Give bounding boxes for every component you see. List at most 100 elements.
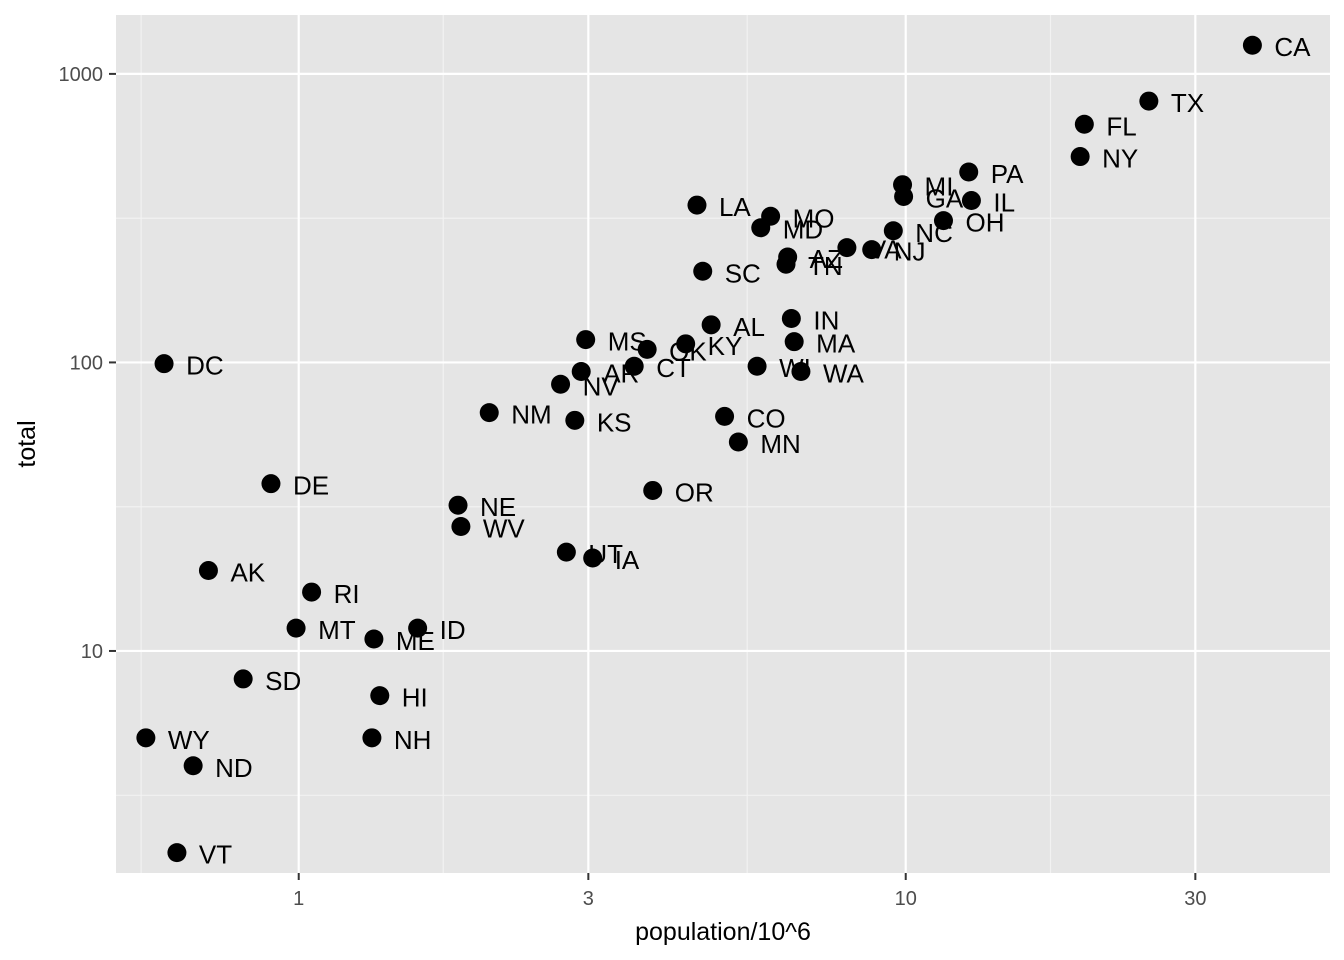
- point-label: IL: [993, 188, 1015, 218]
- x-axis-title: population/10^6: [635, 918, 811, 946]
- point-label: TN: [808, 251, 843, 281]
- point-label: WA: [823, 359, 865, 389]
- point-label: SD: [265, 666, 301, 696]
- point-label: WV: [483, 513, 526, 543]
- data-point: [167, 843, 187, 863]
- point-label: CT: [656, 353, 691, 383]
- data-point: [362, 728, 382, 748]
- data-point: [183, 756, 203, 776]
- point-label: WI: [779, 353, 811, 383]
- point-label: OR: [675, 477, 714, 507]
- point-label: NC: [915, 218, 953, 248]
- point-label: AZ: [810, 244, 843, 274]
- y-axis-title: total: [13, 420, 41, 467]
- data-point: [637, 339, 657, 359]
- data-point: [715, 406, 735, 426]
- data-point: [551, 374, 571, 394]
- point-label: IN: [813, 305, 839, 335]
- x-tick-label: 30: [1184, 888, 1206, 910]
- point-label: NY: [1102, 144, 1138, 174]
- y-axis: 10 100 1000: [59, 64, 116, 663]
- data-point: [136, 728, 156, 748]
- y-tick-label: 1000: [59, 64, 104, 86]
- data-point: [961, 191, 981, 211]
- data-point: [479, 403, 499, 423]
- y-tick-label: 100: [70, 352, 103, 374]
- data-point: [1139, 91, 1159, 111]
- data-points: [136, 35, 1262, 863]
- point-label: DE: [293, 471, 329, 501]
- point-label: VA: [869, 235, 902, 265]
- point-label: ND: [215, 753, 253, 783]
- data-point: [959, 162, 979, 182]
- data-point: [701, 315, 721, 335]
- data-point: [624, 356, 644, 376]
- data-point: [747, 356, 767, 376]
- major-gridlines: [116, 15, 1330, 873]
- data-point: [643, 480, 663, 500]
- data-point: [781, 308, 801, 328]
- point-label: AR: [603, 359, 639, 389]
- data-point: [776, 254, 796, 274]
- x-tick-label: 10: [895, 888, 917, 910]
- data-point: [233, 669, 253, 689]
- point-label: DC: [186, 351, 224, 381]
- x-axis: 1 3 10 30: [293, 873, 1206, 910]
- point-label: NV: [583, 371, 620, 401]
- data-point: [837, 238, 857, 258]
- data-point: [198, 561, 218, 581]
- point-label: LA: [719, 192, 751, 222]
- plot-panel: [116, 15, 1330, 873]
- point-label: GA: [926, 183, 964, 213]
- point-label: NJ: [894, 237, 926, 267]
- data-point: [571, 362, 591, 382]
- point-label: VT: [199, 840, 232, 870]
- data-point: [784, 332, 804, 352]
- data-point: [451, 516, 471, 536]
- data-point: [302, 582, 322, 602]
- point-label: OH: [965, 208, 1004, 238]
- data-point: [1242, 35, 1262, 55]
- point-label: UT: [588, 539, 623, 569]
- data-point: [893, 175, 913, 195]
- point-label: SC: [725, 258, 761, 288]
- point-label: ID: [440, 615, 466, 645]
- point-label: ME: [396, 626, 435, 656]
- point-label: RI: [334, 579, 360, 609]
- data-point: [883, 221, 903, 241]
- data-point: [286, 618, 306, 638]
- point-label: PA: [991, 159, 1024, 189]
- point-labels: AL AK AZ AR CA CO CT DE DC FL GA HI ID IL IN IA KS KY LA ME…: [168, 32, 1311, 869]
- point-label: AL: [733, 312, 765, 342]
- data-point: [728, 432, 748, 452]
- point-label: WY: [168, 725, 210, 755]
- data-point: [761, 206, 781, 226]
- point-label: CA: [1274, 32, 1311, 62]
- data-point: [370, 686, 390, 706]
- x-tick-label: 1: [293, 888, 304, 910]
- point-label: HI: [402, 683, 428, 713]
- point-label: KS: [597, 407, 632, 437]
- point-label: IA: [615, 545, 640, 575]
- point-label: KY: [708, 331, 743, 361]
- data-point: [448, 495, 468, 515]
- data-point: [933, 211, 953, 231]
- data-point: [862, 240, 882, 260]
- point-label: NE: [480, 492, 516, 522]
- point-label: MT: [318, 615, 356, 645]
- point-label: CO: [747, 403, 786, 433]
- point-label: OK: [669, 336, 707, 366]
- data-point: [676, 334, 696, 354]
- point-label: TX: [1171, 88, 1204, 118]
- point-label: MO: [793, 203, 835, 233]
- data-point: [364, 629, 384, 649]
- point-label: FL: [1106, 111, 1136, 141]
- data-point: [1070, 147, 1090, 167]
- data-point: [565, 410, 585, 430]
- point-label: MD: [783, 215, 823, 245]
- point-label: MN: [760, 429, 800, 459]
- data-point: [693, 261, 713, 281]
- data-point: [576, 330, 596, 350]
- data-point: [687, 195, 707, 215]
